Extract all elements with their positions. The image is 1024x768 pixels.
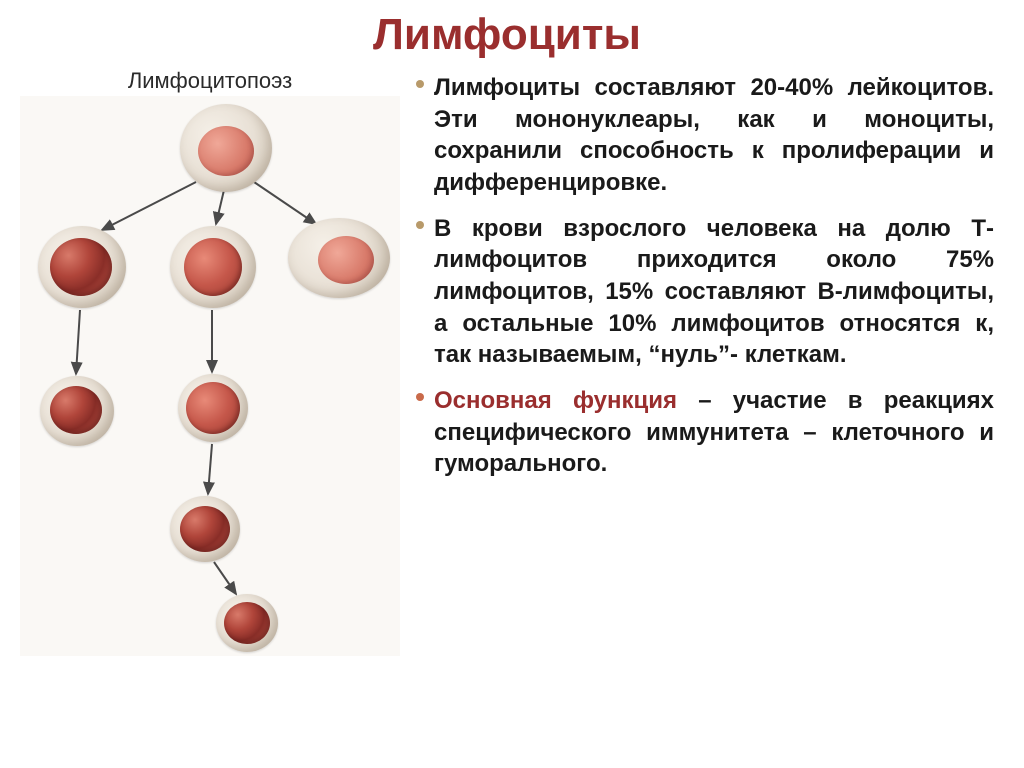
cell-c4 <box>40 376 114 446</box>
bullet-item-1: В крови взрослого человека на долю Т-лим… <box>410 213 994 371</box>
diagram-column: Лимфоцитопоэз <box>20 68 400 758</box>
diagram-caption: Лимфоцитопоэз <box>20 68 400 94</box>
arrow-1 <box>216 190 224 224</box>
cell-c6 <box>170 496 240 562</box>
bullet-text-0: Лимфоциты составляют 20-40% лейкоцитов. … <box>434 72 994 199</box>
nucleus-c7 <box>224 602 270 644</box>
nucleus-c2 <box>184 238 242 296</box>
bullet-dot-icon <box>416 221 424 229</box>
bullet-dot <box>410 213 434 371</box>
arrow-6 <box>214 562 236 594</box>
slide-title: Лимфоциты <box>20 10 994 60</box>
arrow-2 <box>254 182 316 224</box>
text-run: Основная функция <box>434 387 677 414</box>
text-column: Лимфоциты составляют 20-40% лейкоцитов. … <box>410 68 994 758</box>
bullet-text-1: В крови взрослого человека на долю Т-лим… <box>434 213 994 371</box>
nucleus-c1 <box>50 238 112 296</box>
bullet-item-2: Основная функция – участие в реакциях сп… <box>410 385 994 480</box>
nucleus-c6 <box>180 506 230 552</box>
nucleus-c4 <box>50 386 102 434</box>
arrow-0 <box>102 182 196 230</box>
nucleus-c0 <box>198 126 254 176</box>
cell-c2 <box>170 226 256 308</box>
arrow-3 <box>76 310 80 374</box>
cell-c3 <box>288 218 390 298</box>
text-run: Лимфоциты составляют 20-40% лейкоцитов. … <box>434 74 994 196</box>
bullet-list: Лимфоциты составляют 20-40% лейкоцитов. … <box>410 72 994 480</box>
arrow-5 <box>208 444 212 494</box>
content-row: Лимфоцитопоэз Лимфоциты составляют 20-40… <box>20 68 994 758</box>
cell-c0 <box>180 104 272 192</box>
bullet-item-0: Лимфоциты составляют 20-40% лейкоцитов. … <box>410 72 994 199</box>
slide: Лимфоциты Лимфоцитопоэз Лимфоциты состав… <box>0 0 1024 768</box>
bullet-dot <box>410 72 434 199</box>
nucleus-c5 <box>186 382 240 434</box>
nucleus-c3 <box>318 236 374 284</box>
bullet-dot <box>410 385 434 480</box>
text-run: В крови взрослого человека на долю Т-лим… <box>434 215 994 369</box>
cell-c5 <box>178 374 248 442</box>
cell-c7 <box>216 594 278 652</box>
lymphocytopoiesis-diagram <box>20 96 400 656</box>
cell-c1 <box>38 226 126 308</box>
bullet-dot-icon <box>416 393 424 401</box>
bullet-dot-icon <box>416 80 424 88</box>
bullet-text-2: Основная функция – участие в реакциях сп… <box>434 385 994 480</box>
